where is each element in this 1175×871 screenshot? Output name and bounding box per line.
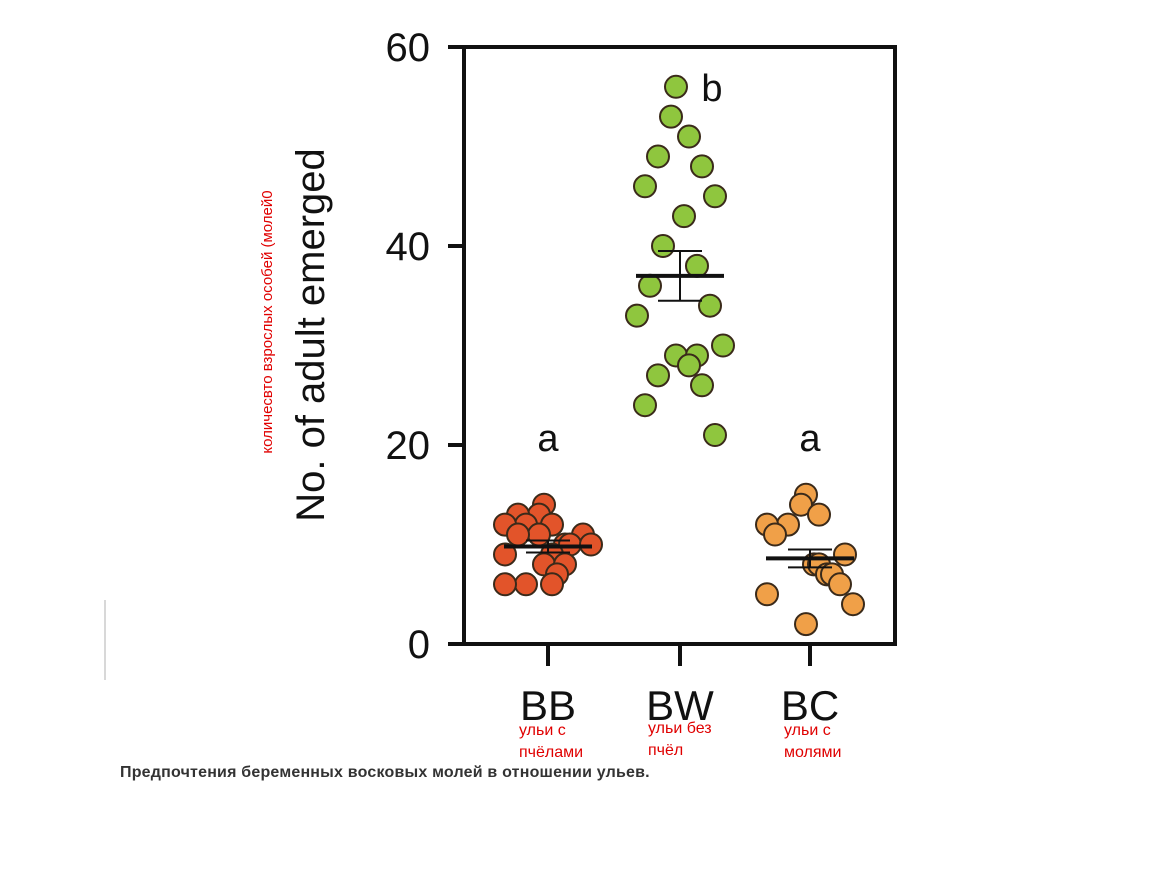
chart: 0 20 40 60 BB BW BC No. of adult emerged количес… bbox=[259, 26, 897, 729]
data-point-bb bbox=[506, 522, 530, 547]
data-point-bw bbox=[625, 303, 649, 328]
category-label-bc: BC bbox=[781, 682, 839, 729]
data-point-bb bbox=[540, 572, 564, 597]
category-translation-bw: ульи без пчёл bbox=[648, 720, 712, 759]
data-point-bw bbox=[677, 124, 701, 149]
significance-letter-bc: a bbox=[799, 418, 821, 460]
data-point-bw bbox=[677, 353, 701, 378]
data-point-bw bbox=[690, 373, 714, 398]
y-tick-label-0: 0 bbox=[408, 623, 430, 667]
data-point-bb bbox=[493, 572, 517, 597]
data-point-bw bbox=[659, 104, 683, 129]
data-point-bw bbox=[664, 74, 688, 99]
data-point-bc bbox=[833, 542, 857, 567]
data-point-bc bbox=[755, 582, 779, 607]
data-point-bw bbox=[646, 144, 670, 169]
left-border-line bbox=[104, 600, 106, 680]
data-point-bb bbox=[527, 522, 551, 547]
data-point-bc bbox=[807, 502, 831, 527]
data-point-bw bbox=[651, 234, 675, 258]
data-point-bw bbox=[690, 154, 714, 179]
category-label-bw: BW bbox=[646, 682, 714, 729]
data-point-bc bbox=[763, 522, 787, 547]
category-label-bb: BB bbox=[520, 682, 576, 729]
data-point-bb bbox=[514, 572, 538, 597]
data-point-bc bbox=[789, 492, 813, 517]
data-point-bw bbox=[685, 253, 709, 278]
data-point-bc bbox=[794, 612, 818, 637]
data-point-bw bbox=[638, 273, 662, 298]
data-point-bw bbox=[646, 363, 670, 388]
y-tick-label-40: 40 bbox=[386, 225, 431, 269]
data-point-bc bbox=[841, 592, 865, 617]
figure-caption: Предпочтения беременных восковых молей в… bbox=[120, 764, 650, 781]
significance-letter-bw: b bbox=[701, 68, 722, 110]
y-axis-label-translation: количесвто взрослых особей (молей0 bbox=[259, 190, 276, 453]
y-tick-label-60: 60 bbox=[386, 26, 431, 70]
data-point-bw bbox=[711, 333, 735, 358]
data-point-bc bbox=[828, 572, 852, 597]
data-point-bw bbox=[672, 204, 696, 229]
y-tick-label-20: 20 bbox=[386, 424, 431, 468]
y-axis-label: No. of adult emerged bbox=[289, 148, 333, 522]
data-point-bw bbox=[698, 293, 722, 318]
category-translation-bb: ульи с пчёлами bbox=[519, 722, 584, 761]
category-translation-bc: ульи с молями bbox=[784, 722, 842, 761]
data-point-bb bbox=[493, 542, 517, 567]
data-point-bw bbox=[633, 174, 657, 199]
data-point-bw bbox=[633, 393, 657, 418]
significance-letter-bb: a bbox=[537, 418, 559, 460]
data-point-bw bbox=[703, 423, 727, 448]
data-point-bw bbox=[703, 184, 727, 209]
